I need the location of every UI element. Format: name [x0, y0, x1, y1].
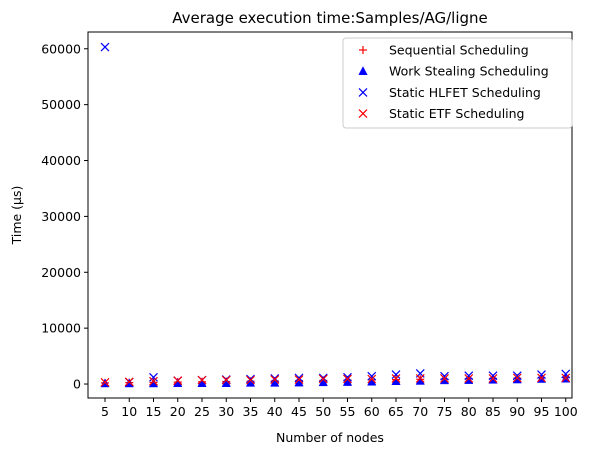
data-point: [512, 371, 522, 381]
x-tick-label: 90: [509, 404, 525, 419]
x-tick-label: 45: [291, 404, 307, 419]
data-point: [464, 371, 474, 381]
legend-box: [342, 37, 573, 129]
legend-entry: Static HLFET Scheduling: [389, 85, 541, 100]
data-point: [367, 374, 377, 384]
x-tick-label: 80: [461, 404, 477, 419]
x-tick-label: 60: [364, 404, 380, 419]
data-point: [488, 374, 498, 383]
data-point: [221, 375, 231, 385]
x-tick-label: 25: [194, 404, 210, 419]
legend-entry: Work Stealing Scheduling: [389, 64, 549, 79]
chart-title: Average execution time:Samples/AG/ligne: [172, 9, 488, 27]
data-point: [464, 374, 474, 383]
data-point: [488, 371, 498, 381]
legend-entry: Static ETF Scheduling: [389, 106, 525, 121]
x-tick-label: 15: [146, 404, 162, 419]
data-point: [294, 375, 304, 384]
data-point: [318, 374, 328, 384]
data-point: [197, 375, 207, 385]
x-tick-label: 95: [534, 404, 550, 419]
x-tick-label: 30: [218, 404, 234, 419]
y-tick-label: 40000: [41, 153, 81, 168]
data-points: [100, 42, 571, 388]
data-point: [391, 374, 401, 383]
x-tick-label: 10: [121, 404, 137, 419]
data-point: [100, 42, 110, 52]
data-point: [367, 371, 377, 381]
data-point: [173, 376, 183, 386]
data-point: [561, 369, 571, 379]
x-tick-label: 85: [485, 404, 501, 419]
y-tick-label: 0: [73, 377, 81, 392]
y-tick-label: 10000: [41, 321, 81, 336]
x-tick-label: 70: [412, 404, 428, 419]
data-point: [100, 377, 110, 387]
y-tick-label: 50000: [41, 97, 81, 112]
x-tick-label: 50: [315, 404, 331, 419]
series-3: [100, 373, 571, 387]
legend-marker: [358, 87, 368, 97]
x-tick-label: 5: [101, 404, 109, 419]
y-axis-label: Time (µs): [9, 186, 24, 246]
data-point: [149, 372, 158, 382]
x-tick-label: 65: [388, 404, 404, 419]
x-tick-label: 20: [170, 404, 186, 419]
x-tick-label: 35: [243, 404, 259, 419]
y-tick-label: 60000: [41, 41, 81, 56]
data-point: [149, 376, 158, 386]
legend-marker: [359, 46, 367, 54]
x-tick-label: 40: [267, 404, 283, 419]
x-axis: 5 10 15 20 25 30 35 40 45 50 55 60 65 70 75 80 85 90 95 100: [101, 398, 578, 419]
data-point: [561, 373, 571, 383]
data-point: [246, 374, 255, 384]
data-point: [415, 374, 425, 383]
x-axis-label: Number of nodes: [276, 430, 384, 445]
data-point: [512, 374, 522, 384]
data-point: [512, 373, 522, 383]
data-point: [343, 374, 352, 384]
data-point: [343, 372, 352, 382]
y-tick-label: 30000: [41, 209, 81, 224]
data-point: [246, 375, 255, 385]
legend: Sequential Scheduling Work Stealing Sched…: [342, 37, 573, 129]
x-tick-label: 55: [340, 404, 356, 419]
y-tick-label: 20000: [41, 265, 81, 280]
data-point: [537, 373, 546, 383]
x-tick-label: 100: [554, 404, 578, 419]
data-point: [440, 374, 449, 383]
data-point: [124, 377, 134, 387]
data-point: [318, 373, 328, 383]
data-point: [270, 374, 280, 383]
x-tick-label: 75: [437, 404, 453, 419]
data-point: [537, 370, 546, 379]
legend-marker: [358, 109, 368, 119]
legend-entry: Sequential Scheduling: [389, 43, 529, 58]
data-point: [464, 375, 474, 384]
y-axis: 0 10000 20000 30000 40000 50000 60000: [41, 41, 88, 392]
data-point: [270, 375, 280, 384]
data-point: [440, 371, 449, 381]
data-point: [294, 373, 304, 383]
legend-marker: [358, 66, 368, 75]
data-point: [391, 370, 401, 379]
